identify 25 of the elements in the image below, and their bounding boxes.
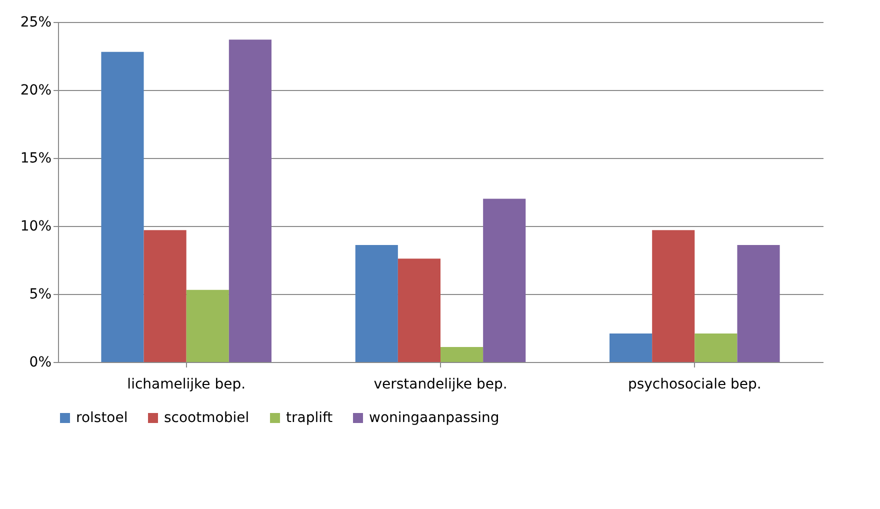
bar	[610, 333, 652, 362]
y-tick-label: 20%	[20, 82, 52, 98]
bar	[144, 230, 186, 362]
bar	[355, 245, 398, 362]
bar	[483, 198, 526, 362]
bar	[652, 230, 695, 362]
bar	[694, 333, 738, 362]
x-tick-label: psychosociale bep.	[628, 376, 762, 392]
y-tick-label: 5%	[29, 286, 52, 302]
y-tick-label: 15%	[20, 150, 52, 166]
y-tick-label: 25%	[20, 14, 52, 30]
x-tick-label: lichamelijke bep.	[127, 376, 246, 392]
bar	[737, 245, 780, 362]
bar	[228, 40, 272, 362]
legend-label: rolstoel	[76, 410, 128, 426]
legend-label: traplift	[286, 410, 334, 426]
x-tick-label: verstandelijke bep.	[374, 376, 508, 392]
legend-label: scootmobiel	[164, 410, 250, 426]
y-tick-label: 10%	[20, 218, 52, 234]
bar	[398, 258, 440, 362]
bar	[186, 290, 229, 362]
bar	[440, 347, 484, 362]
y-tick-label: 0%	[29, 354, 52, 370]
legend-label: woningaanpassing	[369, 410, 500, 426]
bar	[101, 52, 144, 362]
